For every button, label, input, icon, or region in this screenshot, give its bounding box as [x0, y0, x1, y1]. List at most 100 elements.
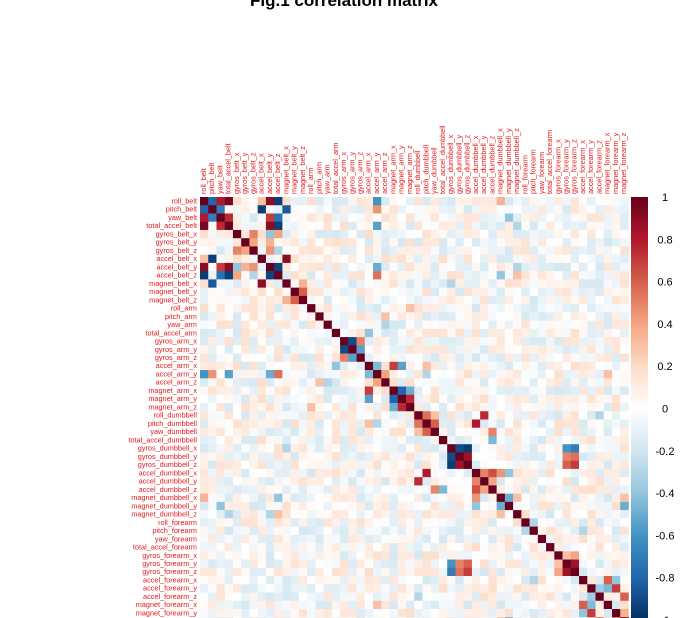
heatmap-cell: [249, 353, 258, 363]
heatmap-cell: [562, 304, 572, 313]
heatmap-cell: [331, 411, 341, 420]
heatmap-cell: [480, 501, 489, 511]
heatmap-cell: [406, 320, 415, 330]
heatmap-cell: [257, 576, 267, 585]
heatmap-cell: [348, 493, 357, 503]
heatmap-cell: [241, 254, 250, 264]
heatmap-cell: [200, 345, 209, 354]
heatmap-cell: [488, 197, 497, 206]
heatmap-cell: [241, 468, 250, 478]
heatmap-cell: [595, 287, 605, 297]
color-legend-swatch: [631, 609, 648, 613]
heatmap-cell: [200, 205, 209, 214]
heatmap-cell: [447, 271, 456, 280]
heatmap-cell: [521, 378, 530, 387]
heatmap-cell: [521, 394, 530, 404]
heatmap-cell: [414, 485, 423, 494]
heatmap-cell: [513, 262, 522, 272]
column-label: yaw_forearm: [537, 152, 546, 194]
color-legend-tick: -1: [660, 615, 670, 618]
heatmap-cell: [521, 345, 530, 354]
heatmap-cell: [389, 345, 399, 354]
heatmap-cell: [315, 411, 324, 420]
heatmap-cell: [200, 435, 209, 445]
heatmap-cell: [249, 254, 258, 264]
heatmap-cell: [389, 460, 399, 470]
heatmap-cell: [364, 460, 374, 470]
heatmap-cell: [471, 361, 481, 371]
heatmap-cell: [463, 328, 473, 338]
heatmap-cell: [356, 361, 366, 371]
heatmap-cell: [356, 609, 366, 618]
heatmap-cell: [513, 312, 522, 321]
heatmap-cell: [200, 394, 209, 404]
heatmap-cell: [504, 600, 514, 610]
heatmap-cell: [200, 238, 209, 247]
heatmap-cell: [307, 460, 316, 470]
heatmap-cell: [521, 609, 530, 618]
heatmap-cell: [620, 238, 629, 247]
heatmap-cell: [389, 543, 399, 552]
heatmap-cell: [554, 435, 563, 445]
heatmap-cell: [587, 551, 596, 560]
heatmap-cell: [348, 320, 357, 330]
heatmap-cell: [430, 534, 440, 544]
column-label: pitch_arm: [314, 162, 323, 194]
color-legend-swatch: [631, 275, 648, 278]
heatmap-cell: [620, 320, 629, 330]
heatmap-cell: [298, 238, 308, 247]
heatmap-cell: [579, 477, 588, 486]
heatmap-cell: [529, 271, 539, 280]
heatmap-cell: [471, 197, 481, 206]
color-legend-swatch: [631, 535, 648, 539]
heatmap-cell: [430, 361, 440, 371]
heatmap-cell: [397, 320, 407, 330]
heatmap-cell: [603, 353, 613, 363]
heatmap-cell: [257, 312, 267, 321]
heatmap-cell: [504, 287, 514, 297]
heatmap-cell: [422, 576, 432, 585]
heatmap-cell: [356, 493, 366, 503]
heatmap-cell: [265, 353, 275, 363]
heatmap-cell: [496, 221, 506, 231]
heatmap-cell: [612, 435, 621, 445]
heatmap-cell: [331, 246, 341, 255]
color-legend-swatch: [631, 522, 648, 526]
heatmap-cell: [480, 312, 489, 321]
heatmap-cell: [414, 551, 423, 560]
heatmap-cell: [463, 501, 473, 511]
column-label: magnet_forearm_z: [619, 132, 628, 194]
heatmap-cell: [323, 485, 333, 494]
heatmap-cell: [620, 567, 629, 577]
heatmap-cell: [554, 246, 563, 255]
heatmap-cell: [529, 254, 539, 264]
heatmap-cell: [488, 229, 497, 239]
column-label: pitch_forearm: [529, 149, 538, 194]
heatmap-cell: [496, 197, 506, 206]
heatmap-cell: [447, 295, 456, 305]
heatmap-cell: [480, 551, 489, 560]
heatmap-cell: [603, 526, 613, 536]
heatmap-cell: [537, 394, 547, 404]
heatmap-cell: [430, 600, 440, 610]
heatmap-cell: [224, 534, 234, 544]
row-label: gyros_arm_x: [155, 337, 198, 346]
heatmap-cell: [455, 295, 464, 305]
color-legend-swatch: [631, 408, 648, 412]
heatmap-cell: [232, 526, 242, 536]
heatmap-cell: [438, 403, 448, 412]
heatmap-cell: [241, 534, 250, 544]
heatmap-cell: [529, 238, 539, 247]
heatmap-cell: [471, 238, 481, 247]
heatmap-cell: [356, 353, 366, 363]
heatmap-cell: [430, 501, 440, 511]
heatmap-cell: [463, 444, 473, 453]
heatmap-cell: [241, 493, 250, 503]
heatmap-cell: [340, 312, 349, 321]
heatmap-cell: [200, 403, 209, 412]
heatmap-cell: [274, 345, 283, 354]
heatmap-cell: [224, 477, 234, 486]
heatmap-cell: [257, 501, 267, 511]
heatmap-cell: [323, 444, 333, 453]
heatmap-cell: [282, 592, 291, 602]
